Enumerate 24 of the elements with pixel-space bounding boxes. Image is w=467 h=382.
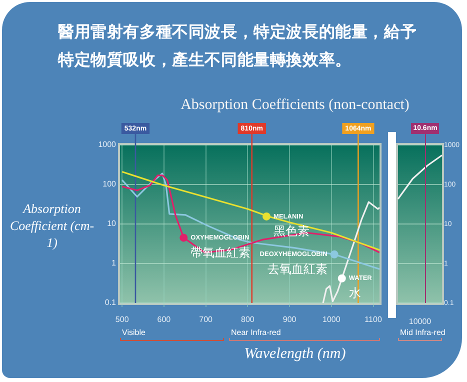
text: 10000 [408,317,432,326]
y-tick-label: 10 [107,219,117,228]
chart-subtitle: Absorption Coefficients (non-contact) [180,97,410,114]
x-tick-label: 1000 [322,315,341,324]
x-tick-label: 500 [115,315,130,324]
chart-title: 醫用雷射有多種不同波長，特定波長的能量，給予特定物質吸收，產生不同能量轉換效率。 [58,21,418,71]
y-axis-title: Absorption Coefficient (cm-1) [8,200,96,251]
point [338,274,346,282]
x-tick-label: 1100 [364,315,382,324]
point [330,250,338,258]
x-tick-label: 900 [282,315,297,324]
point [262,212,271,220]
x-axis-title: Wavelength (nm) [243,346,347,363]
y-tick-label: 1 [112,258,117,268]
x-tick-label: 600 [157,315,172,324]
y-tick-label: 1000 [98,140,117,150]
y-tick-label: 100 [102,180,117,189]
y-tick-label: 0.1 [104,298,117,308]
annotation: 去氧血紅素 [267,262,328,276]
x-tick-label: 700 [199,315,214,324]
range-bracket: Visible [120,328,224,342]
point [180,234,188,242]
x-tick-label: 800 [241,315,255,324]
range-bracket: Near Infra-red [229,328,380,342]
